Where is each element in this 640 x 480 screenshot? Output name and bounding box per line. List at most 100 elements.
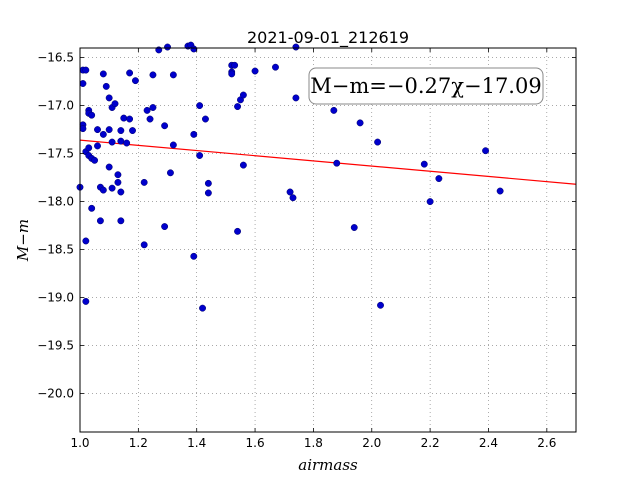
data-point: [117, 217, 125, 225]
data-point: [143, 106, 151, 114]
data-point: [190, 252, 198, 260]
y-tick-label: −18.0: [37, 195, 74, 209]
data-point: [129, 127, 136, 135]
data-point: [96, 217, 104, 225]
data-point: [286, 188, 294, 196]
x-tick-label: 1.0: [70, 436, 89, 450]
grid: [80, 48, 576, 432]
data-point: [126, 115, 134, 123]
x-axis-label: airmass: [298, 456, 358, 474]
data-point: [356, 119, 364, 127]
data-point: [85, 144, 93, 152]
data-point: [231, 61, 239, 69]
data-point: [79, 125, 87, 133]
data-point: [99, 186, 107, 194]
y-tick-label: −19.5: [37, 339, 74, 353]
data-point: [94, 142, 101, 150]
data-point: [140, 178, 148, 186]
y-axis-ticks: −16.5 −17.0 −17.5 −18.0 −18.5 −19.0 −19.5 −20.0: [37, 51, 576, 401]
data-point: [99, 70, 107, 78]
data-point: [94, 126, 101, 134]
data-point: [169, 141, 177, 149]
data-point: [161, 223, 169, 231]
fit-equation: M−m=−0.27χ−17.09: [310, 74, 541, 98]
data-point: [196, 102, 204, 110]
data-point: [426, 198, 434, 206]
data-point: [190, 45, 198, 53]
x-tick-label: 2.2: [421, 436, 440, 450]
data-point: [169, 71, 177, 79]
data-point: [140, 241, 148, 249]
data-point: [496, 187, 504, 195]
x-tick-label: 2.4: [479, 436, 498, 450]
data-point: [196, 152, 204, 159]
data-point: [82, 297, 90, 305]
points: [76, 41, 504, 312]
data-point: [88, 204, 96, 212]
data-point: [239, 91, 247, 99]
data-point: [114, 178, 122, 186]
data-point: [234, 227, 242, 235]
data-point: [166, 169, 174, 177]
data-point: [289, 194, 297, 202]
data-point: [105, 163, 113, 171]
x-tick-label: 2.0: [362, 436, 381, 450]
y-tick-label: −16.5: [37, 51, 74, 65]
data-point: [202, 115, 209, 123]
data-point: [292, 43, 300, 51]
data-point: [82, 237, 90, 245]
data-point: [108, 138, 116, 146]
data-point: [420, 160, 428, 168]
data-point: [251, 67, 259, 75]
data-point: [126, 69, 134, 77]
data-point: [105, 126, 113, 134]
x-tick-label: 1.2: [129, 436, 148, 450]
data-point: [199, 304, 206, 312]
data-point: [111, 100, 119, 108]
data-point: [239, 161, 247, 169]
y-tick-label: −20.0: [37, 387, 74, 401]
data-point: [350, 224, 358, 231]
data-point: [164, 43, 171, 51]
data-point: [149, 71, 157, 79]
data-point: [120, 114, 128, 122]
data-point: [228, 70, 236, 78]
data-point: [482, 147, 490, 155]
data-point: [91, 156, 99, 164]
data-point: [108, 184, 116, 192]
data-point: [234, 103, 242, 111]
data-point: [123, 139, 131, 147]
data-point: [82, 66, 90, 74]
fit-equation-frame: [308, 67, 544, 105]
x-tick-label: 2.6: [537, 436, 556, 450]
fit-equation-box: M−m=−0.27χ−17.09: [308, 67, 544, 105]
fit-line-group: [79, 139, 577, 185]
data-point: [333, 159, 341, 167]
data-point: [146, 115, 154, 123]
y-axis-label: M−m: [14, 219, 32, 262]
y-tick-label: −17.0: [37, 99, 74, 113]
y-tick-label: −18.5: [37, 243, 74, 257]
data-point: [131, 77, 139, 85]
data-point: [117, 137, 125, 145]
fit-line: [79, 139, 577, 185]
chart-title: 2021-09-01_212619: [247, 28, 409, 48]
plot-frame: [79, 47, 577, 433]
data-point: [272, 63, 279, 71]
data-point: [374, 138, 382, 146]
data-point: [117, 127, 125, 135]
y-tick-label: −19.0: [37, 291, 74, 305]
data-point: [204, 189, 212, 197]
data-point: [114, 171, 122, 179]
y-tick-label: −17.5: [37, 147, 74, 161]
data-point: [102, 82, 110, 90]
data-point: [149, 104, 157, 111]
x-tick-label: 1.8: [304, 436, 323, 450]
data-point: [161, 122, 169, 130]
x-tick-label: 1.4: [187, 436, 206, 450]
data-point: [88, 111, 96, 119]
data-point: [330, 106, 338, 114]
data-point: [99, 130, 107, 138]
data-point: [377, 301, 384, 309]
x-tick-label: 1.6: [246, 436, 265, 450]
